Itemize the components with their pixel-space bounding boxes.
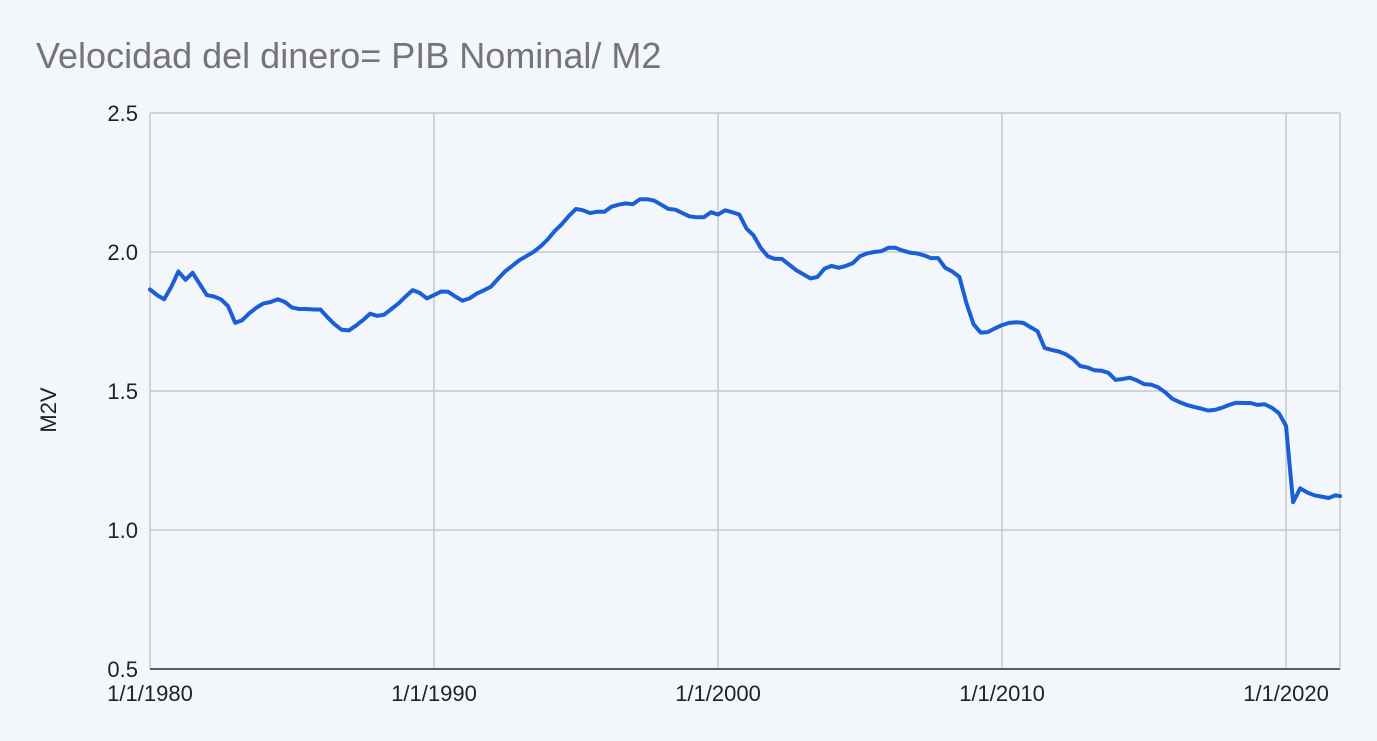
x-tick-label: 1/1/2020 bbox=[1243, 681, 1329, 706]
x-tick-label: 1/1/2000 bbox=[675, 681, 761, 706]
x-tick-label: 1/1/1980 bbox=[107, 681, 193, 706]
y-tick-label: 1.0 bbox=[107, 518, 138, 543]
y-tick-label: 0.5 bbox=[107, 657, 138, 682]
y-tick-label: 1.5 bbox=[107, 379, 138, 404]
y-tick-label: 2.5 bbox=[107, 101, 138, 126]
series-line-m2v bbox=[148, 197, 1342, 505]
y-axis-ticks: 0.5 1.0 1.5 2.0 2.5 bbox=[107, 101, 138, 682]
y-tick-label: 2.0 bbox=[107, 240, 138, 265]
x-tick-label: 1/1/2010 bbox=[959, 681, 1045, 706]
series-group bbox=[148, 197, 1342, 505]
grid bbox=[149, 112, 1341, 670]
y-axis-label: M2V bbox=[36, 387, 61, 433]
x-tick-label: 1/1/1990 bbox=[391, 681, 477, 706]
x-axis-ticks: 1/1/1980 1/1/1990 1/1/2000 1/1/2010 1/1/2020 bbox=[107, 681, 1329, 706]
chart-title: Velocidad del dinero= PIB Nominal/ M2 bbox=[36, 35, 661, 76]
